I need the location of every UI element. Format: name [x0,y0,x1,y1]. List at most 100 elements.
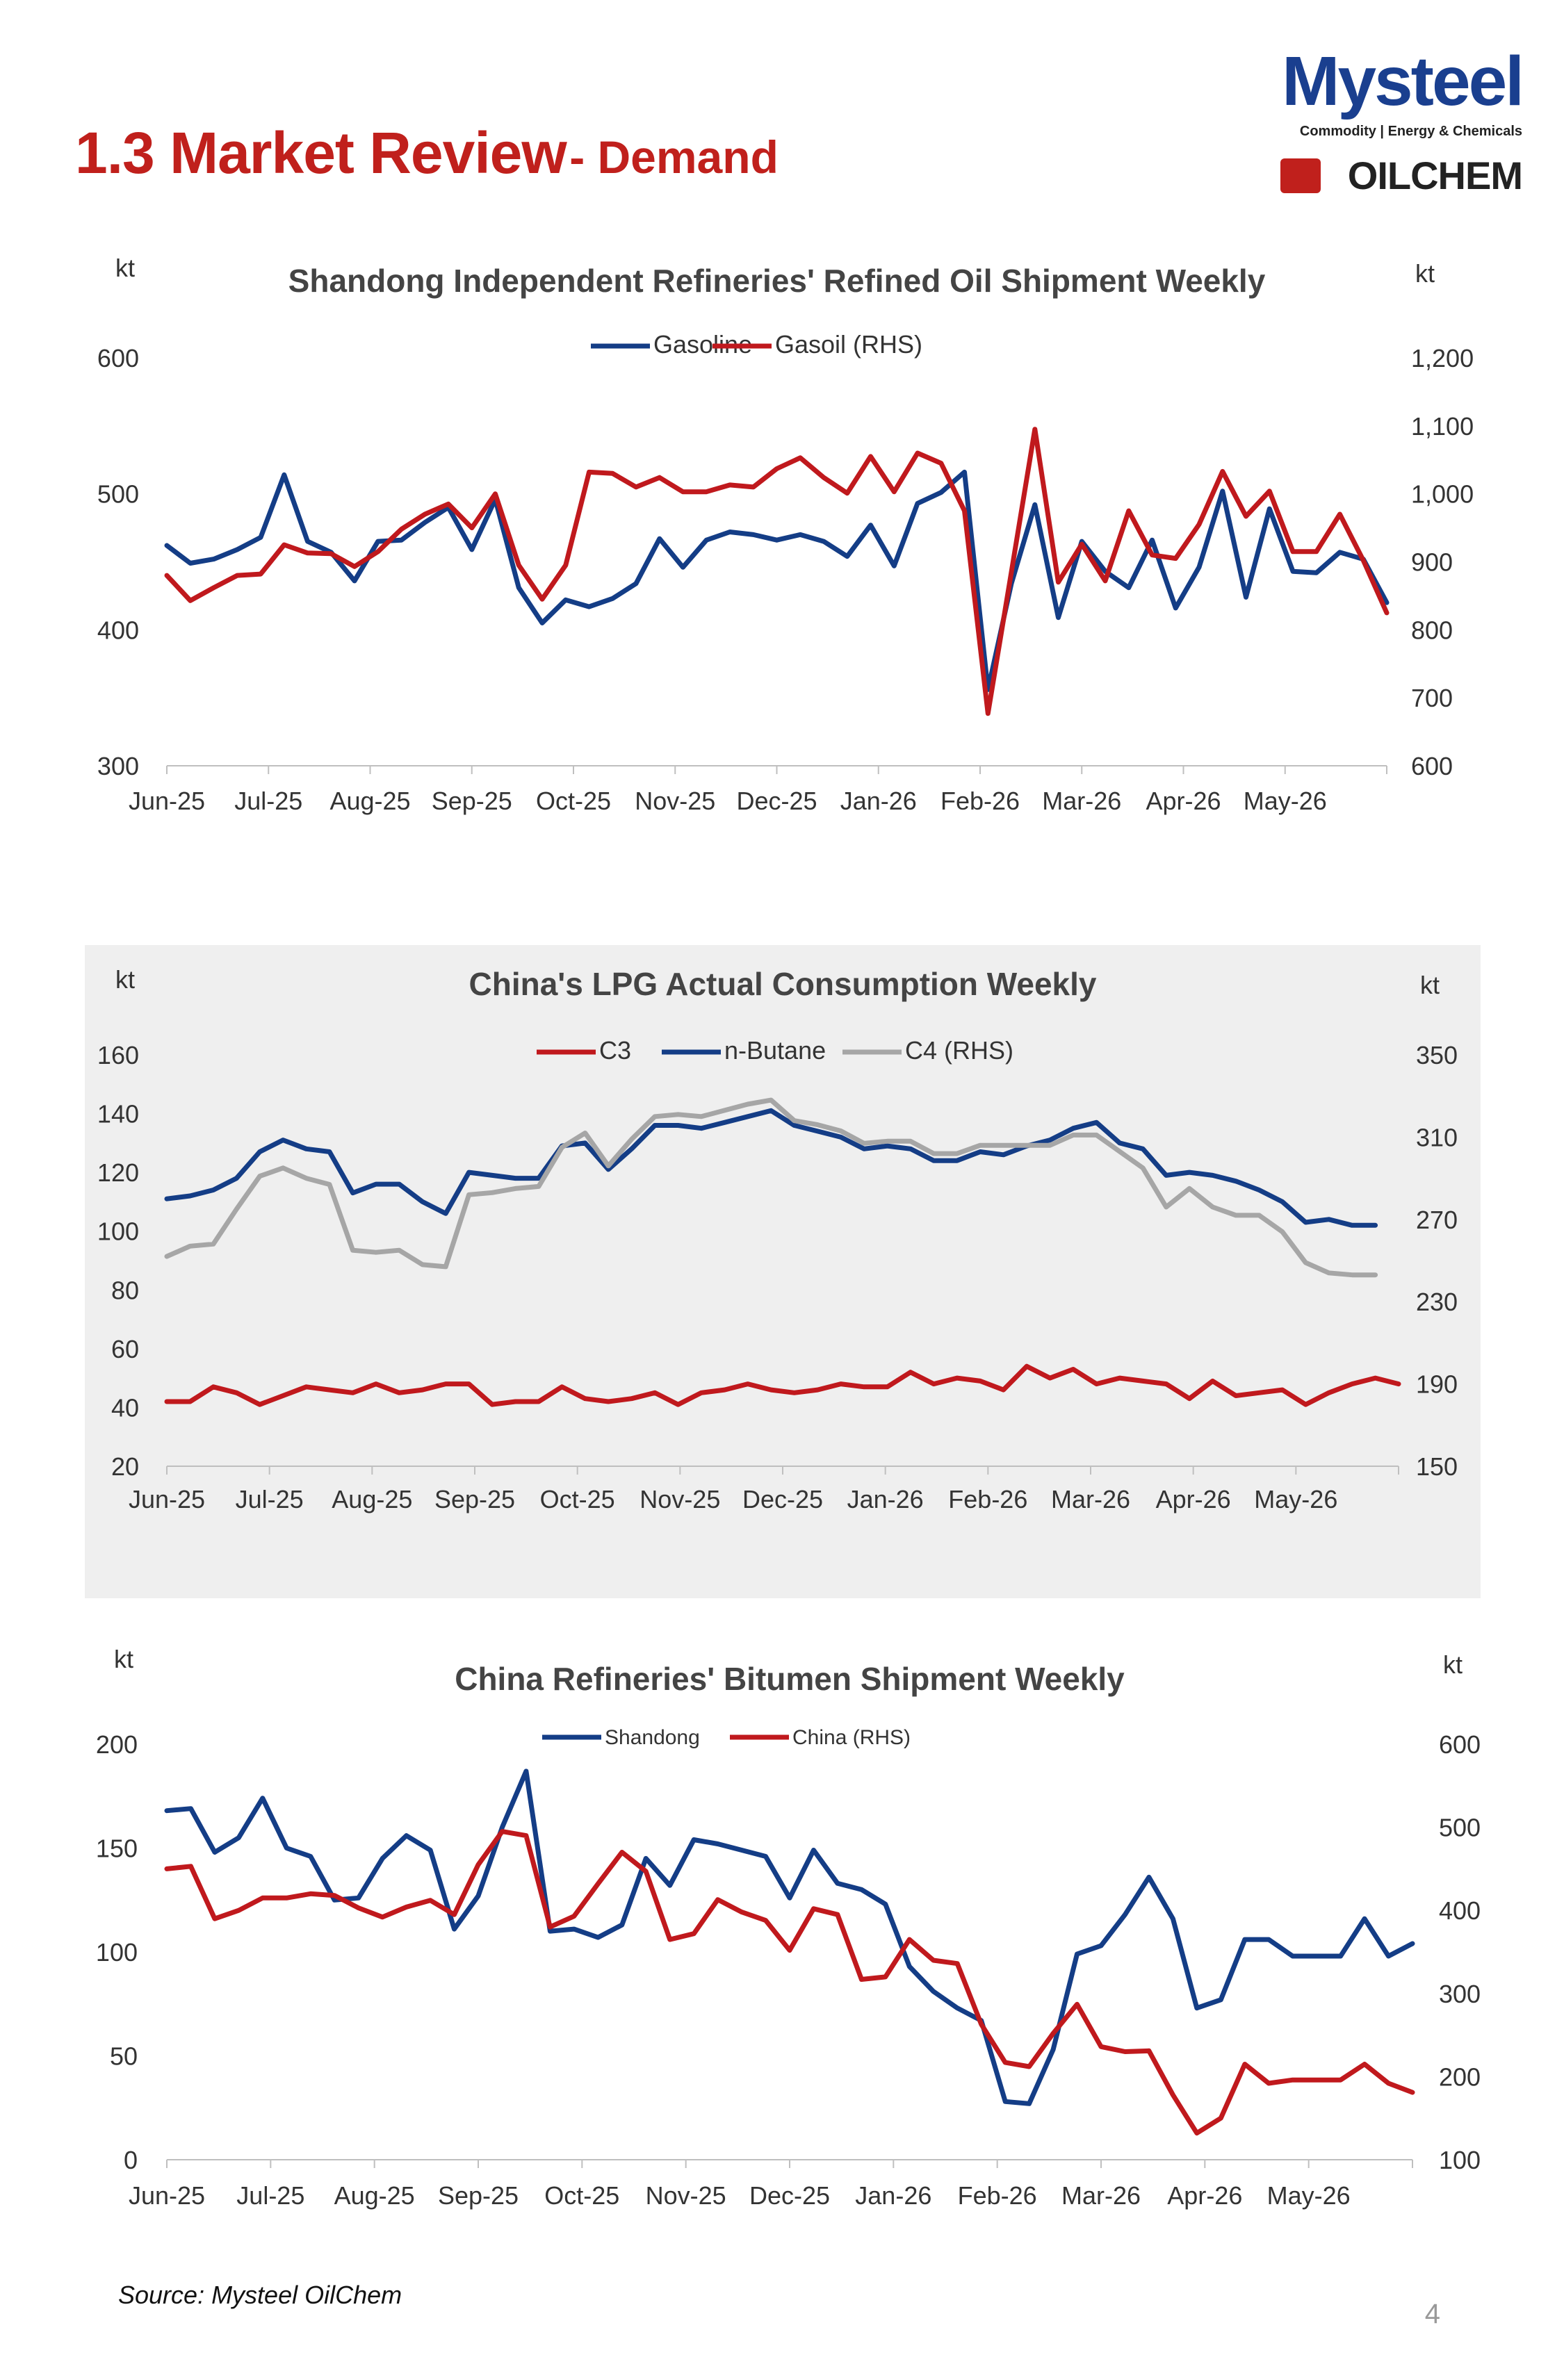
right-tick-label: 230 [1416,1288,1458,1316]
right-tick-label: 100 [1439,2146,1481,2174]
x-tick-label: Jun-25 [129,787,205,815]
x-tick-label: Oct-25 [540,1485,615,1513]
x-tick-label: Nov-25 [646,2181,726,2210]
left-tick-label: 20 [111,1452,139,1481]
left-tick-label: 500 [97,480,139,509]
left-tick-label: 300 [97,752,139,780]
x-tick-label: Apr-26 [1156,1485,1231,1513]
page-title-sub: - Demand [569,131,779,183]
left-tick-label: 200 [96,1730,138,1759]
logo-oilchem: OILCHEM [1347,154,1523,197]
x-tick-label: Apr-26 [1146,787,1221,815]
left-tick-label: 60 [111,1335,139,1363]
x-tick-label: Jul-25 [236,1485,304,1513]
left-tick-label: 120 [97,1158,139,1187]
x-tick-label: Dec-25 [736,787,817,815]
page-title: 1.3 Market Review - Demand [75,120,779,187]
x-tick-label: Jun-25 [129,2181,205,2210]
left-tick-label: 150 [96,1835,138,1863]
right-tick-label: 190 [1416,1370,1458,1399]
left-axis-unit: kt [114,1645,133,1673]
x-tick-label: May-26 [1267,2181,1351,2210]
chart-refined-oil: Shandong Independent Refineries' Refined… [76,243,1494,869]
right-tick-label: 900 [1411,548,1453,577]
left-axis-unit: kt [115,254,135,282]
x-tick-label: Dec-25 [749,2181,830,2210]
x-tick-label: Aug-25 [334,2181,415,2210]
chart-title: China Refineries' Bitumen Shipment Weekl… [455,1661,1125,1697]
right-tick-label: 300 [1439,1980,1481,2008]
x-tick-label: May-26 [1244,787,1327,815]
x-tick-label: Oct-25 [544,2181,619,2210]
left-tick-label: 100 [96,1938,138,1967]
x-tick-label: Aug-25 [332,1485,412,1513]
right-tick-label: 310 [1416,1123,1458,1151]
chart-panel-bg [85,945,1481,1598]
right-tick-label: 1,000 [1411,480,1474,509]
logo-tagline: Commodity | Energy & Chemicals [1299,124,1522,139]
right-tick-label: 270 [1416,1206,1458,1234]
right-tick-label: 1,200 [1411,344,1474,372]
x-tick-label: May-26 [1254,1485,1337,1513]
page-number: 4 [1424,2299,1440,2329]
x-tick-label: Feb-26 [948,1485,1027,1513]
x-tick-label: Jul-25 [234,787,302,815]
oilchem-mark-icon [1280,158,1321,193]
right-tick-label: 400 [1439,1896,1481,1925]
x-tick-label: Jan-26 [840,787,917,815]
left-tick-label: 140 [97,1100,139,1129]
right-axis-unit: kt [1420,971,1440,999]
chart-bitumen-svg: China Refineries' Bitumen Shipment Weekl… [96,1645,1481,2210]
series-line-china-rhs [164,1829,1415,2136]
left-tick-label: 80 [111,1276,139,1304]
series-line-gasoil-rhs [164,427,1390,716]
chart-lpg: China's LPG Actual Consumption Weekly kt k… [85,945,1481,1598]
chart-title: China's LPG Actual Consumption Weekly [469,966,1097,1002]
right-tick-label: 700 [1411,684,1453,712]
left-tick-label: 160 [97,1041,139,1069]
x-tick-label: Sep-25 [438,2181,519,2210]
legend-label: Shandong [605,1726,700,1749]
x-tick-label: Dec-25 [742,1485,823,1513]
left-axis-unit: kt [115,965,135,994]
right-tick-label: 200 [1439,2062,1481,2091]
x-tick-label: Jan-26 [847,1485,924,1513]
right-tick-label: 150 [1416,1452,1458,1481]
chart-title: Shandong Independent Refineries' Refined… [288,263,1266,299]
chart-lpg-svg: China's LPG Actual Consumption Weekly kt k… [85,945,1481,1598]
left-tick-label: 40 [111,1393,139,1422]
left-tick-label: 0 [124,2146,138,2174]
right-tick-label: 600 [1439,1730,1481,1759]
right-axis-unit: kt [1443,1650,1463,1679]
series-line-shandong [164,1768,1415,2106]
left-tick-label: 100 [97,1217,139,1246]
chart-bitumen: China Refineries' Bitumen Shipment Weekl… [76,1633,1494,2244]
series-line-c3 [164,1363,1401,1407]
x-tick-label: Jul-25 [236,2181,304,2210]
x-tick-label: Feb-26 [958,2181,1037,2210]
right-tick-label: 500 [1439,1814,1481,1842]
x-tick-label: Feb-26 [940,787,1020,815]
left-tick-label: 400 [97,616,139,644]
x-tick-label: Mar-26 [1042,787,1121,815]
legend-label: n-Butane [724,1036,826,1065]
x-tick-label: Jan-26 [855,2181,931,2210]
legend-label: Gasoil (RHS) [775,330,922,359]
x-tick-label: Sep-25 [434,1485,515,1513]
x-tick-label: Jun-25 [129,1485,205,1513]
x-tick-label: Nov-25 [640,1485,720,1513]
right-tick-label: 1,100 [1411,412,1474,441]
legend-label: C3 [599,1036,631,1065]
x-tick-label: Mar-26 [1051,1485,1130,1513]
x-tick-label: Apr-26 [1167,2181,1242,2210]
source-note: Source: Mysteel OilChem [118,2281,402,2309]
series-line-gasoline [164,469,1390,692]
right-tick-label: 600 [1411,752,1453,780]
x-tick-label: Nov-25 [635,787,715,815]
page-title-main: 1.3 Market Review [75,120,567,186]
left-tick-label: 600 [97,344,139,372]
x-tick-label: Sep-25 [432,787,512,815]
chart-refined-oil-svg: Shandong Independent Refineries' Refined… [97,254,1474,815]
x-tick-label: Oct-25 [536,787,611,815]
logo-brand: Mysteel [1282,42,1524,120]
